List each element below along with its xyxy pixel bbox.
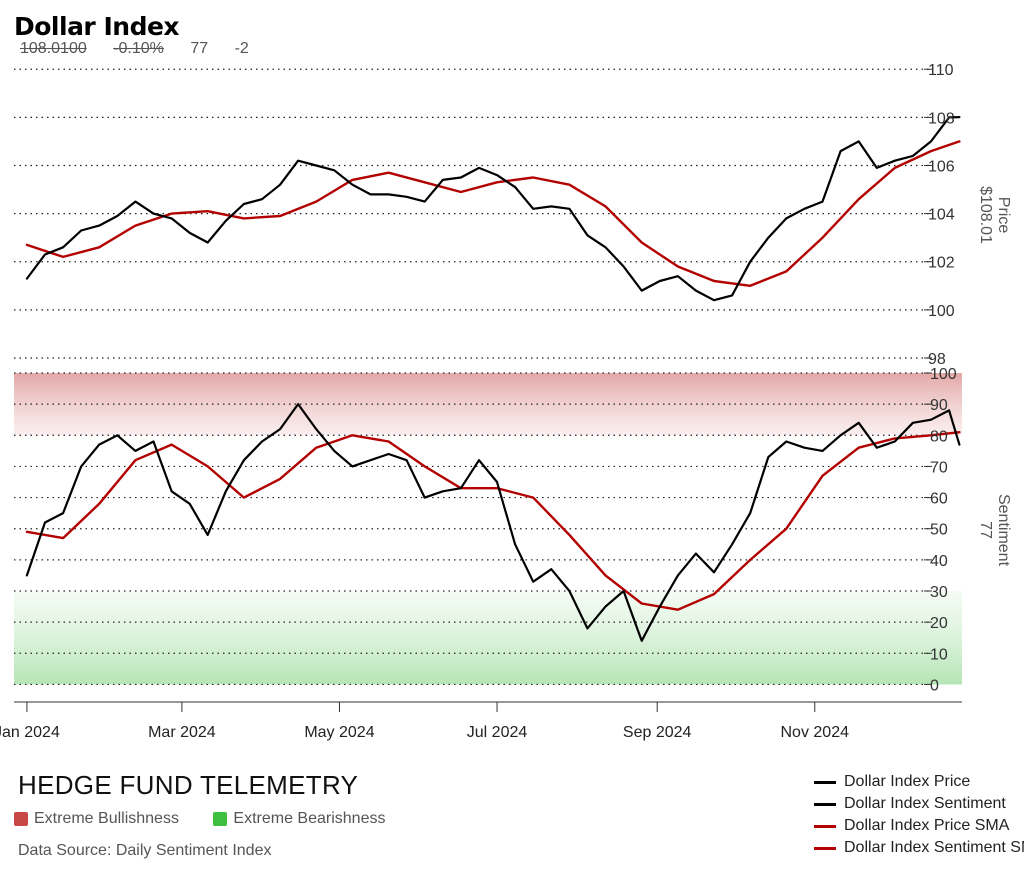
dollar-index-chart: 9810010210410610811001020304050607080901…: [0, 62, 1012, 741]
sentiment-tick-label: 20: [930, 615, 948, 632]
sentiment-tick-label: 70: [930, 459, 948, 476]
bear-swatch-icon: [213, 812, 228, 826]
x-tick-label: Jan 2024: [0, 724, 60, 741]
sentiment-tick-label: 90: [930, 397, 948, 414]
legend-line-icon: [814, 802, 836, 806]
header-stats: 108.0100 -0.10% 77 -2: [20, 40, 271, 58]
sentiment-tick-label: 30: [930, 584, 948, 601]
sentiment-tick-label: 10: [930, 646, 948, 663]
price-tick-label: 106: [928, 158, 955, 175]
legend-label: Dollar Index Price: [844, 773, 971, 790]
sentiment-axis-label: Sentiment: [995, 494, 1012, 567]
x-tick-label: Nov 2024: [781, 724, 850, 741]
legend: Dollar Index Price Dollar Index Sentimen…: [814, 771, 1024, 859]
price-sma-line: [25, 140, 961, 287]
price-axis-label: Price: [995, 197, 1012, 234]
sentiment-tick-label: 50: [930, 522, 948, 539]
price-axis-value: $108.01: [977, 186, 994, 244]
sentiment-tick-label: 40: [930, 553, 948, 570]
price-tick-label: 110: [928, 62, 954, 79]
sentiment-line: [25, 403, 961, 642]
legend-item-sentiment[interactable]: Dollar Index Sentiment: [814, 793, 1024, 815]
stat-sentiment: 77: [190, 40, 209, 57]
x-tick-label: Mar 2024: [148, 724, 216, 741]
x-tick-label: Sep 2024: [623, 724, 692, 741]
stat-price: 108.0100: [20, 40, 87, 57]
price-line: [25, 116, 961, 302]
sentiment-tick-label: 0: [930, 677, 939, 694]
price-tick-label: 104: [928, 207, 955, 224]
sentiment-tick-label: 60: [930, 491, 948, 508]
bull-swatch-icon: [14, 812, 28, 826]
legend-item-price-sma[interactable]: Dollar Index Price SMA: [814, 815, 1024, 837]
legend-line-icon: [814, 846, 836, 850]
legend-label: Dollar Index Sentiment: [844, 795, 1006, 812]
brand-name: HEDGE FUND TELEMETRY: [18, 770, 359, 800]
price-tick-label: 98: [928, 351, 946, 368]
price-tick-label: 100: [928, 303, 955, 320]
zone-extreme-bearishness: [14, 591, 962, 685]
zone-key-bear: Extreme Bearishness: [213, 810, 385, 828]
sentiment-sma-line: [25, 431, 961, 611]
zone-key-bull-label: Extreme Bullishness: [34, 810, 179, 827]
stat-change: -0.10%: [113, 40, 164, 57]
data-source: Data Source: Daily Sentiment Index: [18, 842, 272, 859]
chart-title: Dollar Index: [14, 12, 180, 41]
legend-item-price[interactable]: Dollar Index Price: [814, 771, 1024, 793]
x-tick-label: Jul 2024: [467, 724, 528, 741]
price-tick-label: 108: [928, 110, 955, 127]
legend-label: Dollar Index Price SMA: [844, 817, 1010, 834]
legend-line-icon: [814, 824, 836, 828]
sentiment-tick-label: 100: [930, 366, 957, 383]
x-tick-label: May 2024: [304, 724, 374, 741]
sentiment-tick-label: 80: [930, 428, 948, 445]
legend-label: Dollar Index Sentiment SMA: [844, 839, 1024, 856]
price-tick-label: 102: [928, 255, 955, 272]
zone-key-bear-label: Extreme Bearishness: [233, 810, 386, 827]
stat-sentiment-change: -2: [234, 40, 249, 57]
legend-item-sentiment-sma[interactable]: Dollar Index Sentiment SMA: [814, 837, 1024, 859]
sentiment-axis-value: 77: [977, 521, 994, 539]
legend-line-icon: [814, 780, 836, 784]
zone-key-bull: Extreme Bullishness: [14, 810, 179, 828]
zone-keys: Extreme Bullishness Extreme Bearishness: [14, 810, 415, 831]
